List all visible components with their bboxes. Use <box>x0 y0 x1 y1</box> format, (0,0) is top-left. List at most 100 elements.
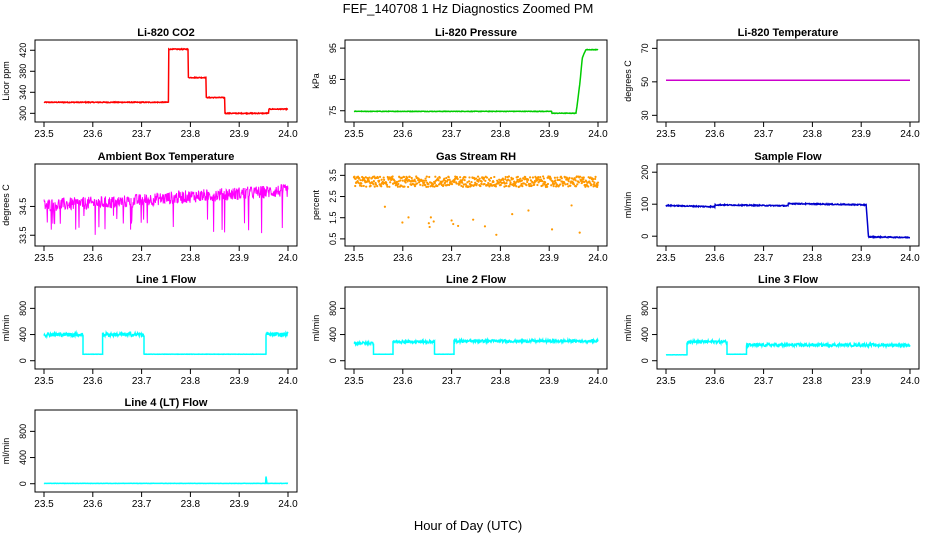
data-point <box>550 228 554 231</box>
x-tick-label: 23.9 <box>229 253 249 264</box>
data-point <box>574 185 578 188</box>
data-point <box>528 184 531 188</box>
data-point <box>591 180 594 183</box>
series-line <box>43 47 289 116</box>
x-tick-label: 24.0 <box>278 129 298 140</box>
data-point <box>427 222 430 225</box>
data-point <box>499 183 502 187</box>
data-point <box>588 180 591 183</box>
x-tick-label: 23.7 <box>442 129 462 140</box>
data-point <box>360 182 363 185</box>
data-point <box>432 220 435 223</box>
x-tick-label: 24.0 <box>900 129 920 140</box>
data-point <box>596 185 599 188</box>
y-tick-label: 0 <box>328 358 338 363</box>
x-tick-label: 23.6 <box>83 499 103 510</box>
x-tick-label: 24.0 <box>278 499 298 510</box>
data-point <box>494 185 498 188</box>
data-point <box>579 175 582 178</box>
data-point <box>572 183 576 186</box>
x-tick-label: 23.6 <box>705 129 725 140</box>
panel-title: Ambient Box Temperature <box>98 151 235 163</box>
x-tick-label: 24.0 <box>278 253 298 264</box>
x-tick-label: 23.5 <box>344 376 364 387</box>
data-point <box>479 184 482 188</box>
data-point <box>488 179 491 182</box>
data-point <box>432 183 435 186</box>
x-tick-label: 23.8 <box>181 499 201 510</box>
x-tick-label: 23.5 <box>344 253 364 264</box>
data-point <box>483 182 486 186</box>
data-point <box>566 182 569 186</box>
data-point <box>582 176 585 179</box>
data-point <box>414 180 417 183</box>
data-point <box>507 178 510 181</box>
x-tick-label: 24.0 <box>588 129 608 140</box>
data-point <box>397 182 400 186</box>
y-tick-label: 95 <box>328 43 338 53</box>
y-tick-label: 3.5 <box>328 169 338 182</box>
data-point <box>410 176 413 180</box>
data-point <box>359 179 362 182</box>
y-tick-label: 800 <box>328 301 338 316</box>
data-point <box>388 185 391 188</box>
data-point <box>525 184 528 187</box>
data-point <box>354 184 357 188</box>
y-tick-label: 380 <box>18 64 28 79</box>
data-point <box>483 225 487 228</box>
data-point <box>498 178 501 181</box>
data-point <box>484 179 487 182</box>
data-point <box>443 177 446 180</box>
data-point <box>467 180 471 183</box>
x-tick-label: 23.6 <box>83 129 103 140</box>
data-point <box>449 180 452 183</box>
y-tick-label: 85 <box>328 74 338 84</box>
y-tick-label: 400 <box>18 327 28 342</box>
panel-9: Line 4 (LT) Flow ml/min 23.5 23.6 23.7 23.8 23… <box>1 397 298 510</box>
data-point <box>519 177 522 180</box>
data-point <box>376 176 380 179</box>
data-point <box>530 184 533 187</box>
panel-4: Gas Stream RH percent 23.5 23.6 23.7 23.8 23.9… <box>311 151 608 264</box>
x-tick-label: 23.5 <box>656 253 676 264</box>
x-axis-title: Hour of Day (UTC) <box>413 518 523 533</box>
data-point <box>570 204 573 207</box>
x-tick-label: 23.5 <box>34 499 54 510</box>
y-axis-label: ml/min <box>623 315 633 342</box>
data-point <box>415 182 419 185</box>
data-point <box>423 181 426 184</box>
data-point <box>541 184 544 187</box>
data-point <box>521 185 524 188</box>
x-tick-label: 23.8 <box>803 253 823 264</box>
data-point <box>564 183 567 186</box>
y-tick-label: 420 <box>18 43 28 58</box>
data-point <box>522 182 526 185</box>
data-point <box>570 177 574 180</box>
data-point <box>563 181 566 184</box>
data-point <box>475 182 478 186</box>
data-point <box>509 181 512 184</box>
data-point <box>487 182 490 185</box>
data-point <box>400 184 403 187</box>
data-point <box>364 176 367 179</box>
data-point <box>372 183 375 186</box>
data-point <box>424 184 427 187</box>
data-point <box>511 213 514 216</box>
panel-title: Line 3 Flow <box>758 274 818 286</box>
y-tick-label: 400 <box>328 327 338 342</box>
data-point <box>413 185 417 188</box>
data-point <box>546 185 549 188</box>
data-point <box>466 181 469 184</box>
panel-title: Line 1 Flow <box>136 274 196 286</box>
data-point <box>526 180 529 184</box>
data-point <box>536 183 539 187</box>
x-tick-label: 23.9 <box>229 129 249 140</box>
data-point <box>589 176 592 179</box>
data-point <box>406 185 410 189</box>
y-tick-label: 0 <box>640 358 650 363</box>
x-tick-label: 23.6 <box>705 376 725 387</box>
x-tick-label: 23.9 <box>539 376 559 387</box>
series-line <box>353 336 599 356</box>
y-tick-label: 0.5 <box>328 233 338 246</box>
plot-frame <box>656 39 920 123</box>
